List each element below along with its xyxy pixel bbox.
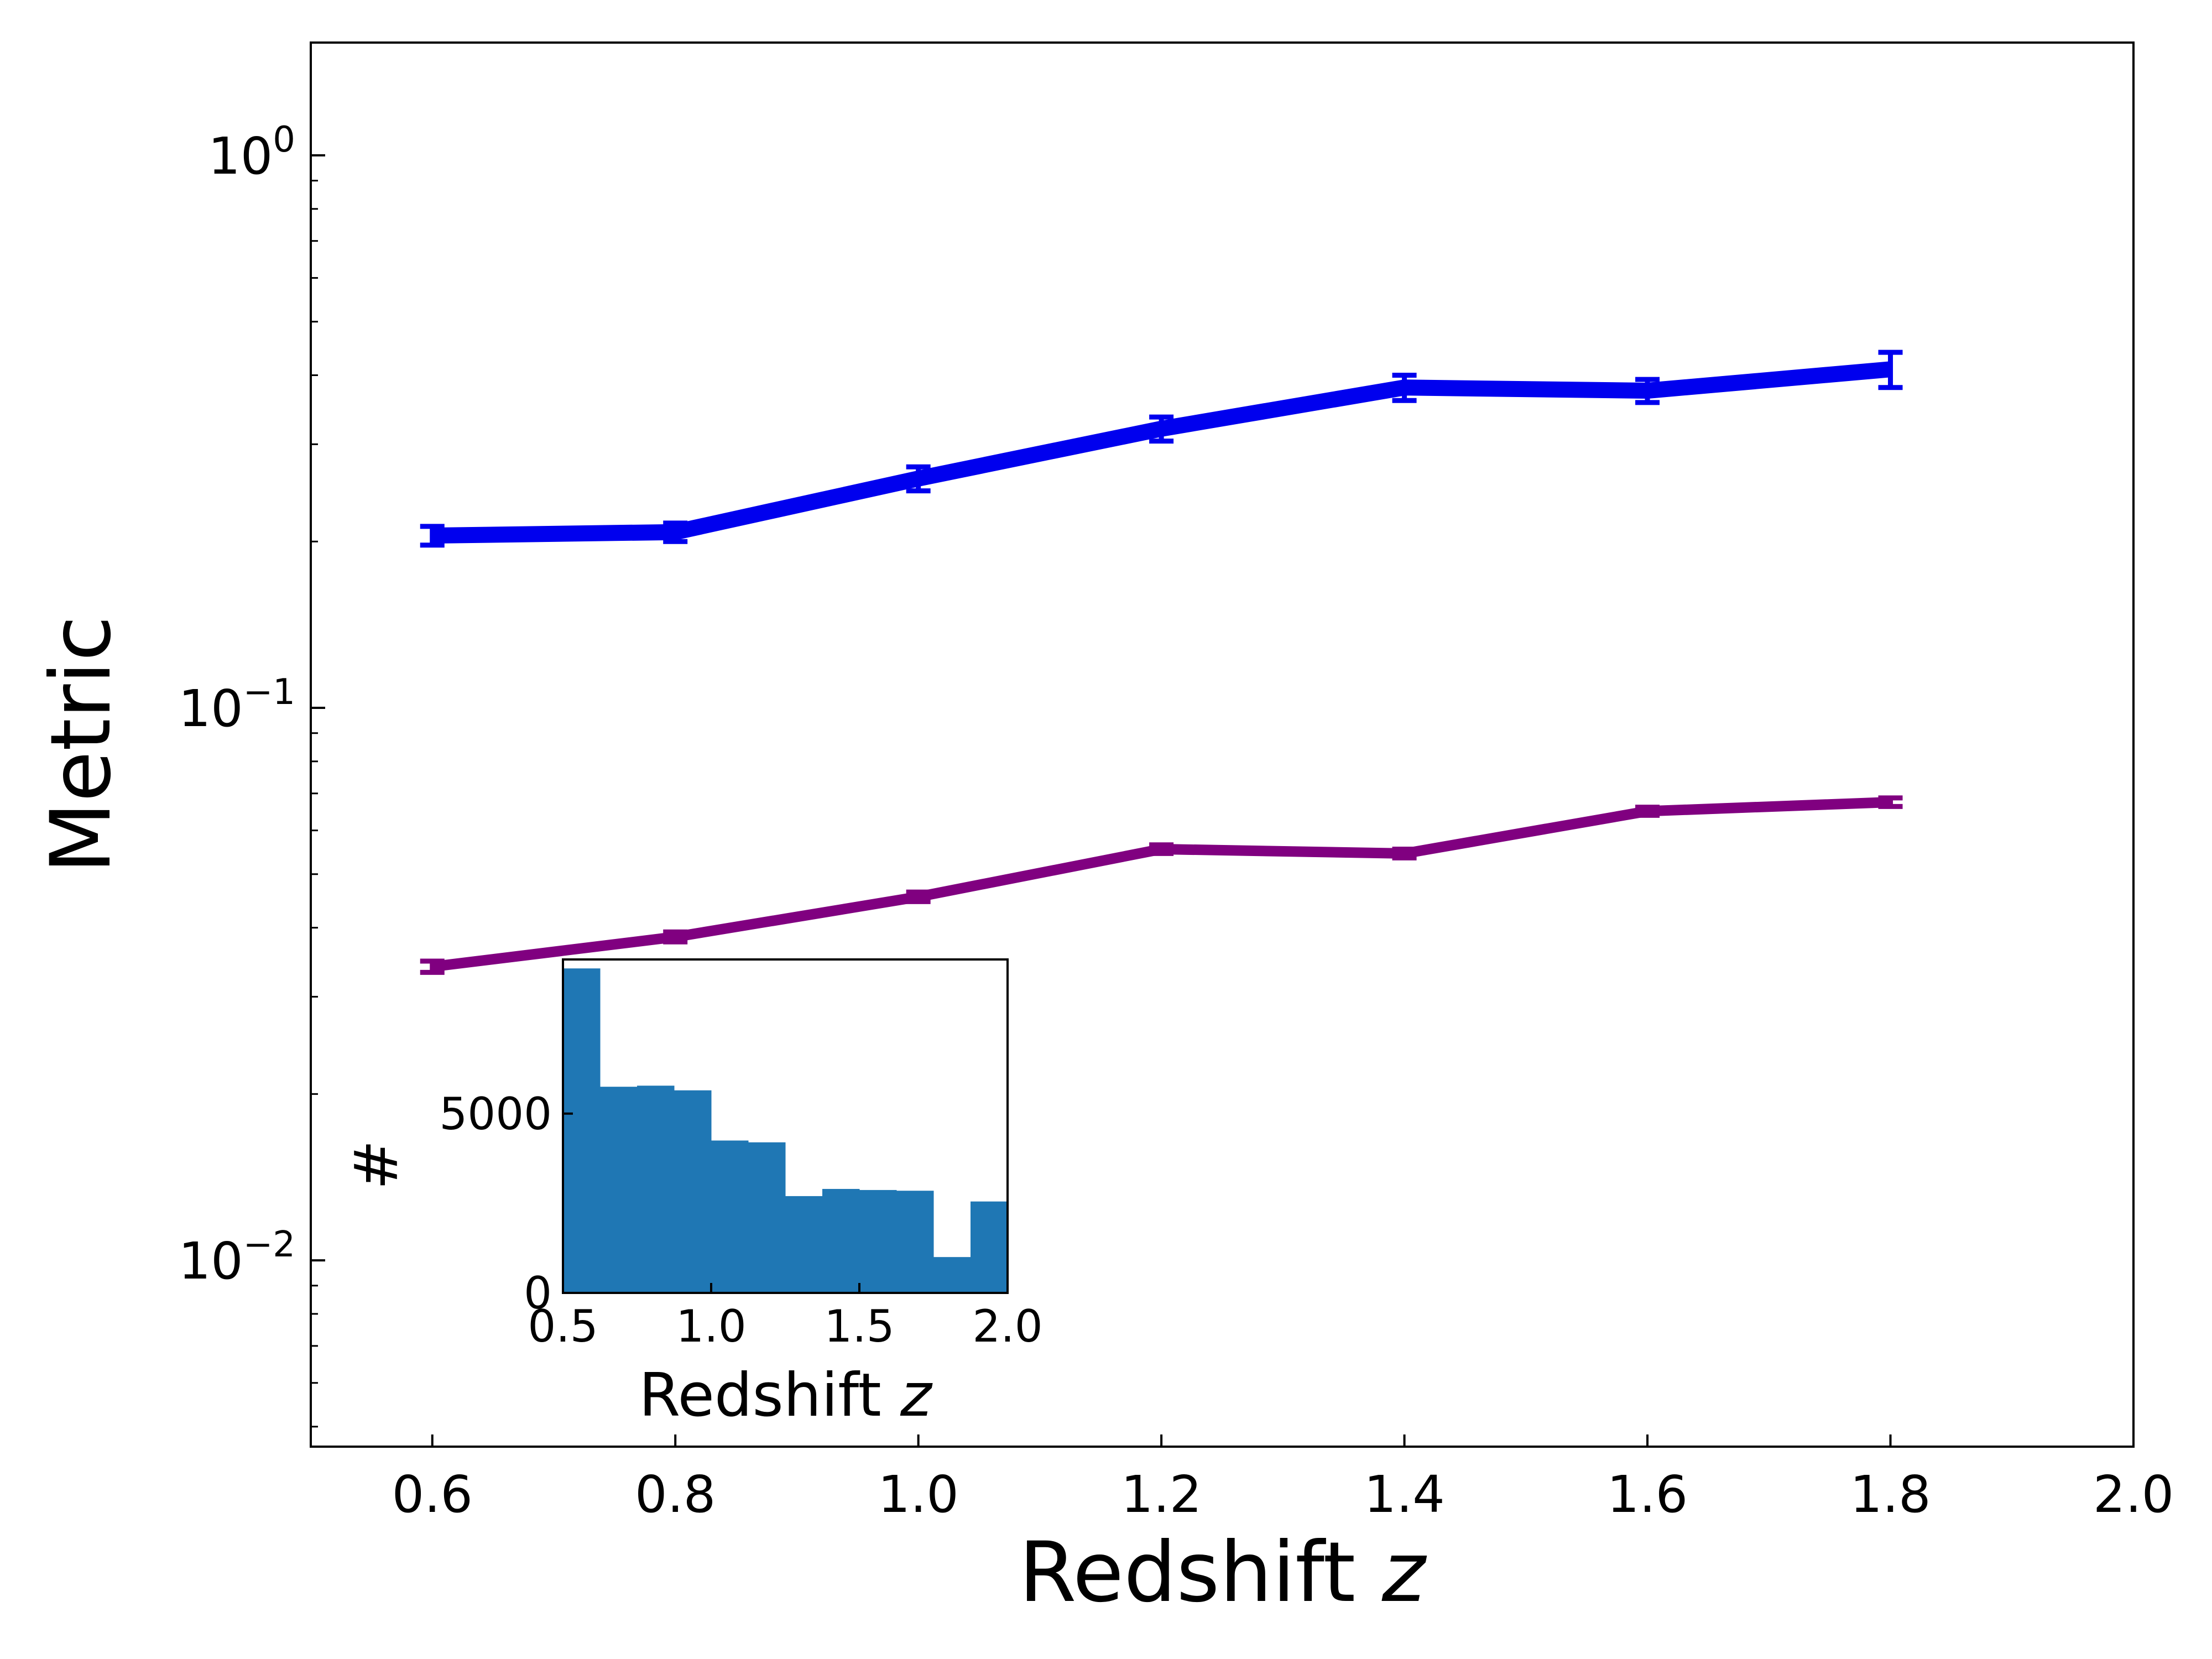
x-tick-label: 1.0: [878, 1465, 959, 1524]
inset-x-tick-label: 1.0: [676, 1301, 746, 1352]
histogram-bar: [785, 1196, 823, 1293]
error-bar: [1392, 373, 1417, 403]
histogram-bar: [637, 1086, 675, 1293]
histogram-bar: [971, 1201, 1008, 1293]
inset-histogram: 0.5 1.0 1.5 2.0 0 5000 Redshift z #: [342, 958, 1043, 1430]
error-bar: [1635, 805, 1660, 818]
inset-x-tick-label: 2.0: [972, 1301, 1042, 1352]
inset-y-tick-label: 5000: [439, 1088, 552, 1140]
data-point: [1888, 367, 1892, 371]
error-bar: [906, 889, 931, 904]
x-tick-label: 0.8: [635, 1465, 716, 1524]
series-1: [420, 795, 1903, 975]
plot-frame: [310, 41, 2135, 1448]
histogram-bar: [711, 1140, 749, 1293]
inset-y-tick-label: 0: [524, 1267, 552, 1319]
error-bar: [1878, 349, 1903, 390]
histogram-bar: [896, 1191, 934, 1293]
error-bar: [663, 520, 688, 544]
x-tick-label: 0.6: [392, 1465, 473, 1524]
y-tick-label: 10−1: [179, 672, 295, 738]
x-tick-label: 1.2: [1121, 1465, 1202, 1524]
histogram-bar: [859, 1190, 897, 1293]
error-bar: [906, 464, 931, 494]
series-line-1: [431, 797, 1891, 972]
error-bar: [1392, 846, 1417, 860]
x-axis-label: Redshift z: [1019, 1525, 1427, 1621]
error-bar: [663, 929, 688, 945]
inset-x-tick-label: 1.5: [824, 1301, 894, 1352]
y-tick-label: 100: [208, 119, 295, 186]
x-tick-label: 1.6: [1607, 1465, 1688, 1524]
data-point: [430, 965, 434, 969]
data-point: [1160, 427, 1164, 431]
error-bar: [1149, 414, 1174, 444]
inset-x-axis-label: Redshift z: [639, 1361, 933, 1430]
data-point: [1646, 389, 1650, 393]
main-plot: 0.6 0.8 1.0 1.2 1.4 1.6 1.8 2.0 10−2 10−1 100 Redsh…: [33, 41, 2174, 1621]
x-tick-label: 1.4: [1364, 1465, 1444, 1524]
data-point: [674, 935, 677, 939]
y-tick-label: 10−2: [179, 1224, 295, 1291]
inset-y-axis-label: #: [342, 1140, 411, 1190]
data-point: [1402, 385, 1406, 389]
data-point: [674, 530, 677, 534]
series-0: [420, 349, 1903, 548]
series-line-0: [432, 361, 1891, 544]
error-bar: [420, 958, 445, 975]
error-bar: [1149, 842, 1174, 856]
inset-x-tick-label: 0.5: [528, 1301, 598, 1352]
histogram-bar: [674, 1090, 712, 1293]
error-bar: [1635, 377, 1660, 405]
data-point: [1160, 847, 1164, 851]
error-bar: [1878, 795, 1903, 809]
histogram-bar: [822, 1188, 860, 1293]
data-point: [916, 895, 920, 899]
data-point: [430, 534, 434, 538]
data-point: [1646, 809, 1650, 813]
histogram-bar: [933, 1257, 971, 1293]
x-tick-label: 1.8: [1850, 1465, 1931, 1524]
error-bar: [420, 524, 445, 548]
data-point: [1888, 800, 1892, 804]
histogram-bar: [748, 1142, 786, 1293]
x-tick-label: 2.0: [2093, 1465, 2174, 1524]
histogram-bar: [563, 968, 601, 1293]
histogram-bar: [600, 1087, 638, 1293]
inset-frame: [562, 958, 1009, 1294]
data-point: [916, 477, 920, 481]
data-point: [1402, 852, 1406, 855]
y-axis-label: Metric: [33, 615, 129, 873]
